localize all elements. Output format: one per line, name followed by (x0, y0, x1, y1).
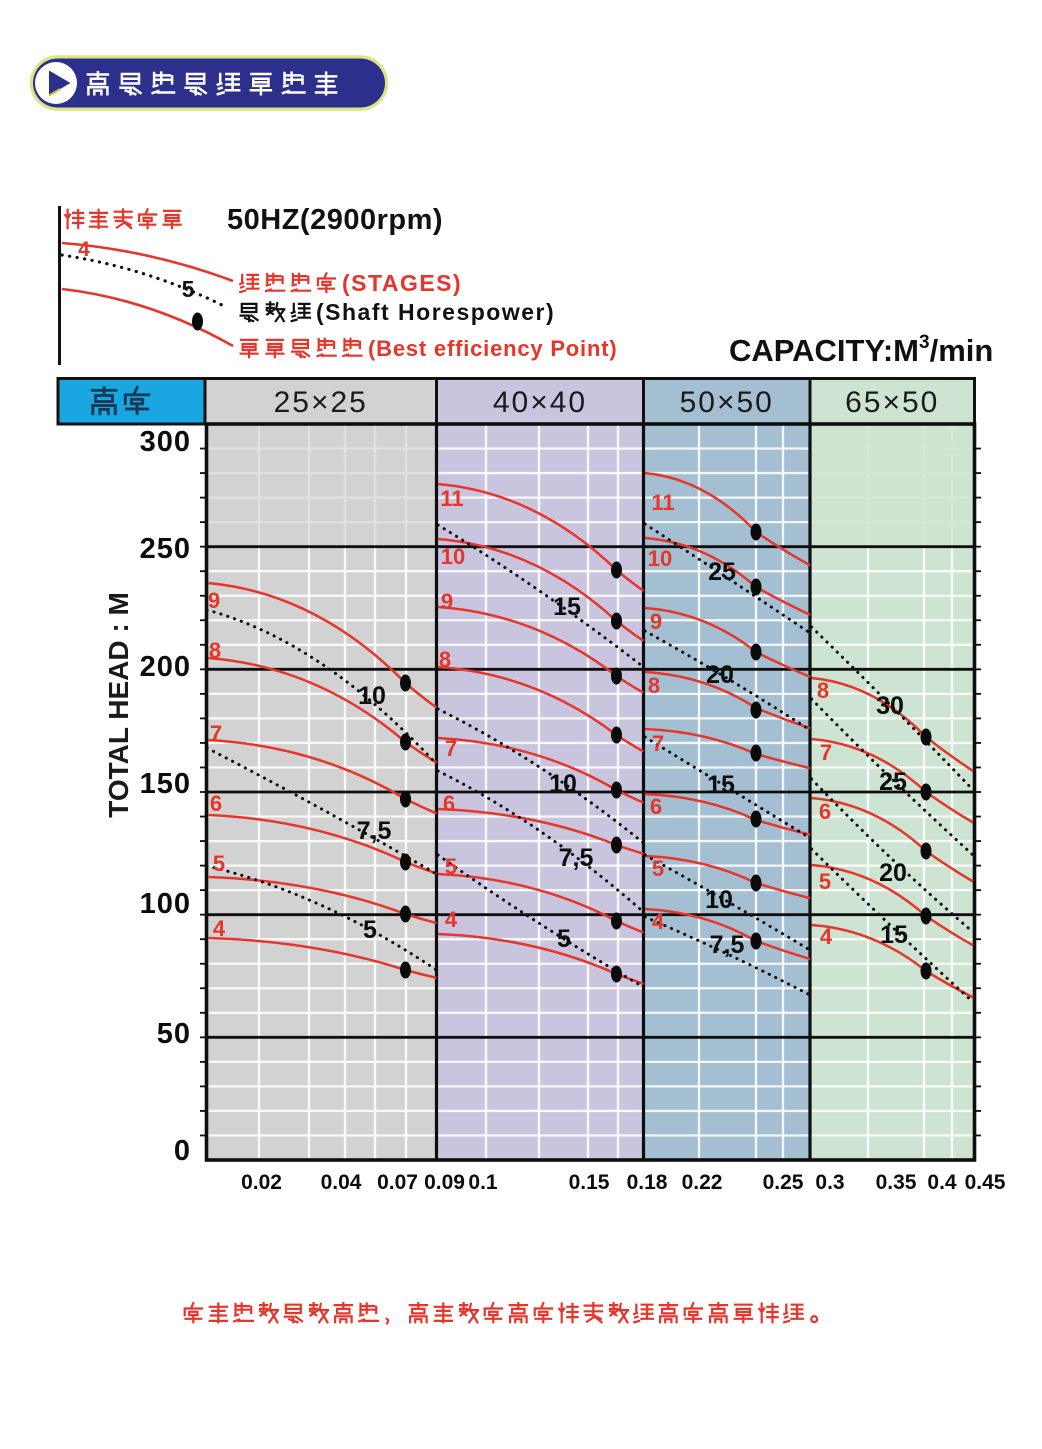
svg-text:(STAGES): (STAGES) (342, 270, 462, 296)
svg-text:50: 50 (157, 1018, 191, 1050)
svg-text:11: 11 (440, 486, 463, 511)
svg-text:8: 8 (648, 673, 660, 698)
svg-text:5: 5 (182, 276, 195, 302)
svg-text:0.18: 0.18 (627, 1171, 668, 1194)
svg-text:4: 4 (445, 907, 458, 932)
svg-text:4: 4 (652, 909, 665, 934)
svg-text:7,5: 7,5 (559, 844, 594, 872)
svg-text:5: 5 (557, 925, 571, 953)
svg-text:300: 300 (140, 426, 191, 458)
svg-text:10: 10 (549, 770, 577, 798)
svg-text:65×50: 65×50 (845, 386, 939, 419)
svg-text:8: 8 (817, 678, 829, 703)
svg-text:7: 7 (445, 736, 457, 761)
svg-text:7: 7 (210, 721, 222, 746)
svg-text:8: 8 (439, 647, 451, 672)
svg-text:0.04: 0.04 (321, 1171, 362, 1194)
svg-text:25×25: 25×25 (274, 386, 368, 419)
svg-text:8: 8 (209, 638, 221, 663)
svg-text:5: 5 (819, 869, 831, 894)
svg-text:0.07: 0.07 (377, 1171, 418, 1194)
svg-text:(Best efficiency Point): (Best efficiency Point) (368, 336, 617, 361)
svg-text:15: 15 (553, 593, 581, 621)
svg-text:10: 10 (358, 682, 386, 710)
svg-text:200: 200 (140, 651, 191, 683)
svg-text:9: 9 (650, 609, 662, 634)
svg-text:10: 10 (705, 886, 733, 914)
svg-text:0.02: 0.02 (241, 1171, 282, 1194)
svg-text:25: 25 (879, 768, 907, 796)
svg-text:6: 6 (650, 794, 662, 819)
svg-text:250: 250 (140, 533, 191, 565)
svg-text:7,5: 7,5 (710, 931, 745, 959)
svg-text:5: 5 (363, 916, 377, 944)
svg-text:CAPACITY:M3/min: CAPACITY:M3/min (729, 332, 993, 368)
svg-text:50HZ(2900rpm): 50HZ(2900rpm) (227, 204, 443, 236)
svg-text:0.15: 0.15 (569, 1171, 610, 1194)
svg-text:TOTAL HEAD : M: TOTAL HEAD : M (103, 592, 134, 818)
svg-text:100: 100 (140, 888, 191, 920)
svg-text:(Shaft Horespower): (Shaft Horespower) (316, 299, 555, 325)
svg-text:15: 15 (707, 771, 735, 799)
svg-text:9: 9 (208, 588, 220, 613)
svg-text:0.25: 0.25 (763, 1171, 804, 1194)
svg-text:0.45: 0.45 (965, 1171, 1006, 1194)
svg-text:11: 11 (651, 490, 674, 515)
svg-text:7: 7 (652, 731, 664, 756)
svg-text:20: 20 (706, 661, 734, 689)
svg-text:30: 30 (876, 692, 904, 720)
svg-text:50×50: 50×50 (680, 386, 774, 419)
svg-text:7,5: 7,5 (357, 817, 392, 845)
svg-text:40×40: 40×40 (493, 386, 587, 419)
svg-text:0: 0 (174, 1135, 191, 1167)
svg-text:20: 20 (879, 859, 907, 887)
svg-text:0.09: 0.09 (424, 1171, 465, 1194)
svg-text:0.4: 0.4 (927, 1171, 957, 1194)
svg-text:5: 5 (445, 854, 457, 879)
svg-text:4: 4 (820, 924, 833, 949)
svg-text:5: 5 (213, 851, 225, 876)
svg-text:25: 25 (708, 558, 736, 586)
svg-text:5: 5 (652, 856, 664, 881)
svg-text:0.22: 0.22 (682, 1171, 723, 1194)
svg-text:10: 10 (441, 544, 465, 569)
svg-text:4: 4 (213, 916, 226, 941)
svg-text:7: 7 (820, 740, 832, 765)
svg-text:0.3: 0.3 (815, 1171, 844, 1194)
svg-text:0.35: 0.35 (876, 1171, 917, 1194)
svg-text:150: 150 (140, 768, 191, 800)
svg-text:15: 15 (880, 921, 908, 949)
svg-text:10: 10 (648, 546, 672, 571)
svg-text:6: 6 (443, 791, 455, 816)
svg-text:0.1: 0.1 (468, 1171, 498, 1194)
svg-text:9: 9 (441, 589, 453, 614)
svg-text:6: 6 (210, 791, 222, 816)
svg-text:6: 6 (819, 799, 831, 824)
